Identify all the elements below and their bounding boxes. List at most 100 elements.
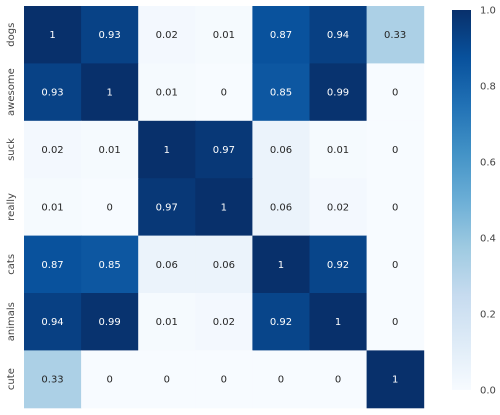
cell-annotation: 0.33 [41, 375, 63, 386]
cell-annotation: 0 [106, 375, 112, 386]
heatmap-cell [252, 6, 310, 64]
heatmap-cell [24, 178, 82, 237]
heatmap-cell [24, 6, 82, 64]
cell-annotation: 0 [392, 260, 398, 271]
cell-annotation: 0.06 [270, 202, 292, 213]
colorbar-ticks: 0.0 0.2 0.4 0.6 0.8 1.0 [480, 6, 496, 397]
heatmap-cell [195, 120, 253, 179]
y-axis: dogs awesome suck really cats animals cute [6, 23, 17, 390]
heatmap-cell [81, 293, 139, 351]
heatmap-cell [24, 235, 82, 294]
heatmap-cell [252, 120, 310, 179]
cell-annotation: 0.02 [327, 202, 349, 213]
heatmap-cell [195, 63, 253, 122]
heatmap-cell [24, 120, 82, 179]
y-tick-label: awesome [6, 68, 17, 116]
cell-annotation: 0.01 [213, 30, 235, 41]
heatmap-cell [81, 350, 139, 409]
cell-annotation: 1 [335, 317, 341, 328]
colorbar-tick-label: 0.0 [480, 386, 496, 397]
heatmap-cell [366, 293, 425, 351]
y-tick-label: suck [6, 138, 17, 161]
cell-annotation: 1 [278, 260, 284, 271]
heatmap-cell [24, 350, 82, 409]
heatmap-cell [252, 293, 310, 351]
cell-annotation: 0 [106, 202, 112, 213]
heatmap-cell [366, 63, 425, 122]
cell-annotation: 0.93 [41, 88, 63, 99]
cell-annotation: 0.01 [327, 145, 349, 156]
cell-annotation: 0 [278, 375, 284, 386]
cell-annotation: 1 [49, 30, 55, 41]
heatmap-cell [366, 235, 425, 294]
cell-annotation: 0.92 [270, 317, 292, 328]
cell-annotation: 0 [164, 375, 170, 386]
cell-annotation: 0.01 [156, 317, 178, 328]
heatmap-cell [138, 235, 196, 294]
heatmap-cell [81, 6, 139, 64]
heatmap-cell [252, 178, 310, 237]
heatmap-cell [309, 178, 368, 237]
cell-annotation: 0.85 [99, 260, 121, 271]
colorbar-tick-label: 1.0 [480, 6, 496, 17]
heatmap-cell [366, 178, 425, 237]
heatmap-cell [81, 63, 139, 122]
colorbar-tick-label: 0.6 [480, 158, 496, 169]
cell-annotation: 0.99 [99, 317, 121, 328]
heatmap-cell [81, 120, 139, 179]
cell-annotation: 0.02 [41, 145, 63, 156]
colorbar-tick-label: 0.8 [480, 82, 496, 93]
heatmap-cell [309, 63, 368, 122]
heatmap-cell [195, 235, 253, 294]
cell-annotation: 0.02 [156, 30, 178, 41]
colorbar: 0.0 0.2 0.4 0.6 0.8 1.0 [452, 6, 496, 397]
heatmap-cell [138, 178, 196, 237]
heatmap-cell [81, 235, 139, 294]
heatmap-cell [138, 63, 196, 122]
cell-annotation: 0.99 [327, 88, 349, 99]
heatmap-cell [309, 6, 368, 64]
cell-annotation: 0.06 [156, 260, 178, 271]
y-tick-label: animals [6, 302, 17, 341]
heatmap-cell [252, 63, 310, 122]
heatmap-cell [309, 350, 368, 409]
cell-annotation: 0.06 [213, 260, 235, 271]
cell-annotation: 0.97 [156, 202, 178, 213]
cell-annotation: 0.94 [327, 30, 349, 41]
heatmap-cell [309, 293, 368, 351]
cell-annotation: 0.92 [327, 260, 349, 271]
heatmap-cell [138, 293, 196, 351]
colorbar-tick-label: 0.2 [480, 310, 496, 321]
cell-annotation: 0.97 [213, 145, 235, 156]
y-tick-label: really [6, 193, 17, 221]
cell-annotation: 0 [392, 202, 398, 213]
cell-annotation: 0.02 [213, 317, 235, 328]
cell-annotation: 0.87 [270, 30, 292, 41]
y-tick-label: cute [6, 368, 17, 390]
heatmap-cell [195, 350, 253, 409]
heatmap-cell [138, 6, 196, 64]
heatmap-cell [366, 350, 425, 409]
heatmap-cell [195, 293, 253, 351]
colorbar-gradient [452, 10, 471, 390]
cell-annotation: 1 [221, 202, 227, 213]
heatmap-cell [81, 178, 139, 237]
heatmap-cell [24, 63, 82, 122]
cell-annotation: 0.87 [41, 260, 63, 271]
heatmap-cell [252, 350, 310, 409]
cell-annotation: 1 [164, 145, 170, 156]
heatmap-cell [252, 235, 310, 294]
cell-annotation: 0 [392, 145, 398, 156]
cell-annotation: 0.85 [270, 88, 292, 99]
cell-annotation: 0 [221, 375, 227, 386]
colorbar-tick-label: 0.4 [480, 234, 496, 245]
heatmap-cell [138, 120, 196, 179]
heatmap-annotations: 1 0.93 0.02 0.01 0.87 0.94 0.33 0.93 1 0.01 0 0.85 0… [41, 30, 406, 385]
heatmap-cell [195, 178, 253, 237]
cell-annotation: 0.01 [156, 88, 178, 99]
cell-annotation: 0.06 [270, 145, 292, 156]
cell-annotation: 0 [392, 317, 398, 328]
heatmap-cell [24, 293, 82, 351]
heatmap-cell [366, 6, 425, 64]
